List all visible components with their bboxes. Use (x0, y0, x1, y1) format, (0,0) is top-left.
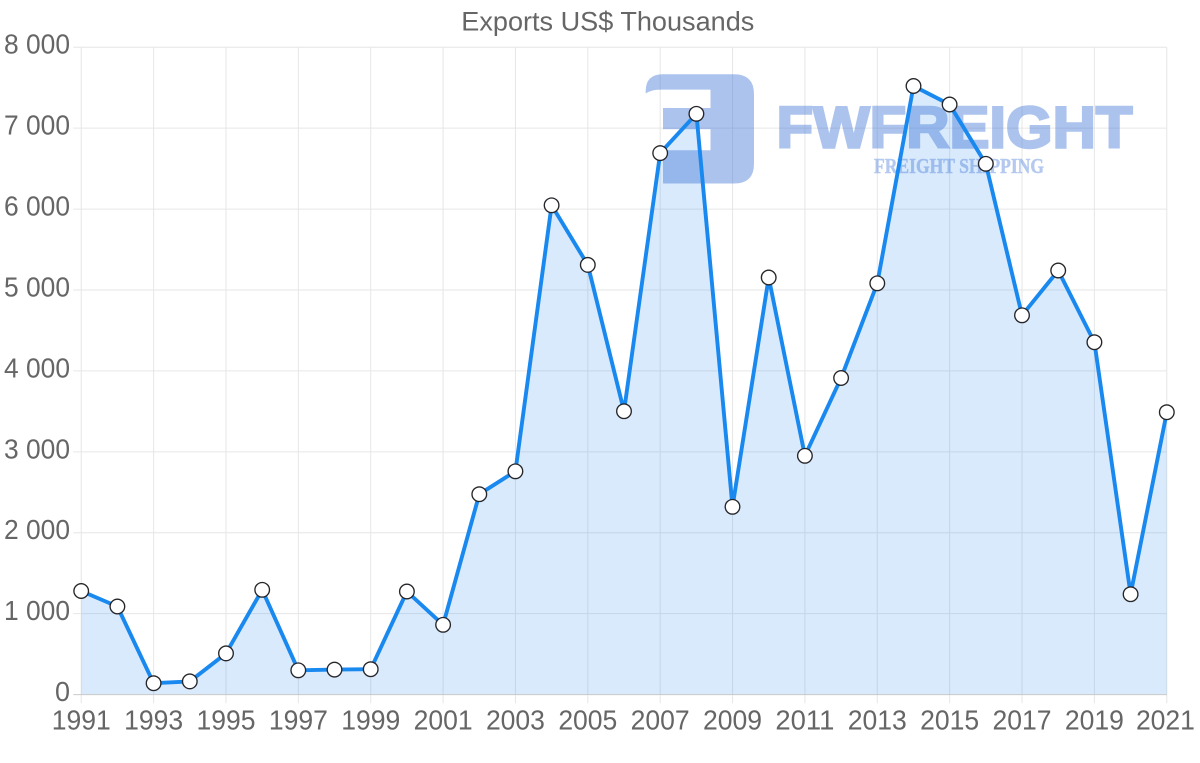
svg-text:1991: 1991 (52, 704, 111, 735)
svg-text:2011: 2011 (775, 704, 834, 735)
svg-text:2005: 2005 (558, 704, 617, 735)
svg-text:5 000: 5 000 (4, 271, 70, 302)
svg-text:2001: 2001 (414, 704, 473, 735)
svg-text:1993: 1993 (124, 704, 183, 735)
svg-text:2013: 2013 (848, 704, 907, 735)
svg-text:0: 0 (55, 676, 70, 707)
svg-text:FWFREIGHT: FWFREIGHT (777, 96, 1133, 161)
svg-text:Exports US$ Thousands: Exports US$ Thousands (461, 6, 754, 36)
svg-text:2009: 2009 (703, 704, 762, 735)
svg-text:2 000: 2 000 (4, 514, 70, 545)
svg-text:1 000: 1 000 (4, 595, 70, 626)
svg-text:1995: 1995 (196, 704, 255, 735)
svg-text:2019: 2019 (1065, 704, 1124, 735)
svg-text:2021: 2021 (1136, 704, 1195, 735)
svg-text:3 000: 3 000 (4, 433, 70, 464)
svg-text:2007: 2007 (631, 704, 690, 735)
svg-text:6 000: 6 000 (4, 191, 70, 222)
svg-text:7 000: 7 000 (4, 110, 70, 141)
svg-text:4 000: 4 000 (4, 352, 70, 383)
svg-text:2003: 2003 (486, 704, 545, 735)
svg-text:1999: 1999 (341, 704, 400, 735)
svg-text:2015: 2015 (920, 704, 979, 735)
svg-text:8 000: 8 000 (4, 29, 70, 60)
svg-text:2017: 2017 (993, 704, 1052, 735)
svg-text:1997: 1997 (269, 704, 328, 735)
